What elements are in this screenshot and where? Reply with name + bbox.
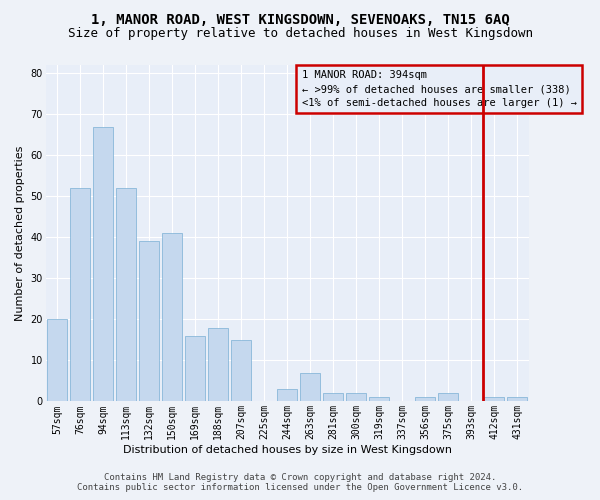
Bar [507, 398, 527, 402]
Bar [370, 398, 389, 402]
Text: 1, MANOR ROAD, WEST KINGSDOWN, SEVENOAKS, TN15 6AQ: 1, MANOR ROAD, WEST KINGSDOWN, SEVENOAKS… [91, 12, 509, 26]
Bar [415, 398, 435, 402]
Bar [439, 393, 458, 402]
Bar [232, 340, 251, 402]
Bar [185, 336, 205, 402]
Bar [70, 188, 90, 402]
Bar [116, 188, 136, 402]
Bar [94, 126, 113, 402]
Bar [47, 320, 67, 402]
Bar [277, 389, 297, 402]
Y-axis label: Number of detached properties: Number of detached properties [15, 146, 25, 321]
Bar [208, 328, 228, 402]
Text: Contains HM Land Registry data © Crown copyright and database right 2024.
Contai: Contains HM Land Registry data © Crown c… [77, 473, 523, 492]
Bar [301, 372, 320, 402]
Bar [484, 398, 504, 402]
Bar [323, 393, 343, 402]
Text: Size of property relative to detached houses in West Kingsdown: Size of property relative to detached ho… [67, 28, 533, 40]
Bar [139, 242, 159, 402]
X-axis label: Distribution of detached houses by size in West Kingsdown: Distribution of detached houses by size … [122, 445, 452, 455]
Bar [163, 233, 182, 402]
Text: 1 MANOR ROAD: 394sqm
← >99% of detached houses are smaller (338)
<1% of semi-det: 1 MANOR ROAD: 394sqm ← >99% of detached … [302, 70, 577, 108]
Bar [346, 393, 366, 402]
